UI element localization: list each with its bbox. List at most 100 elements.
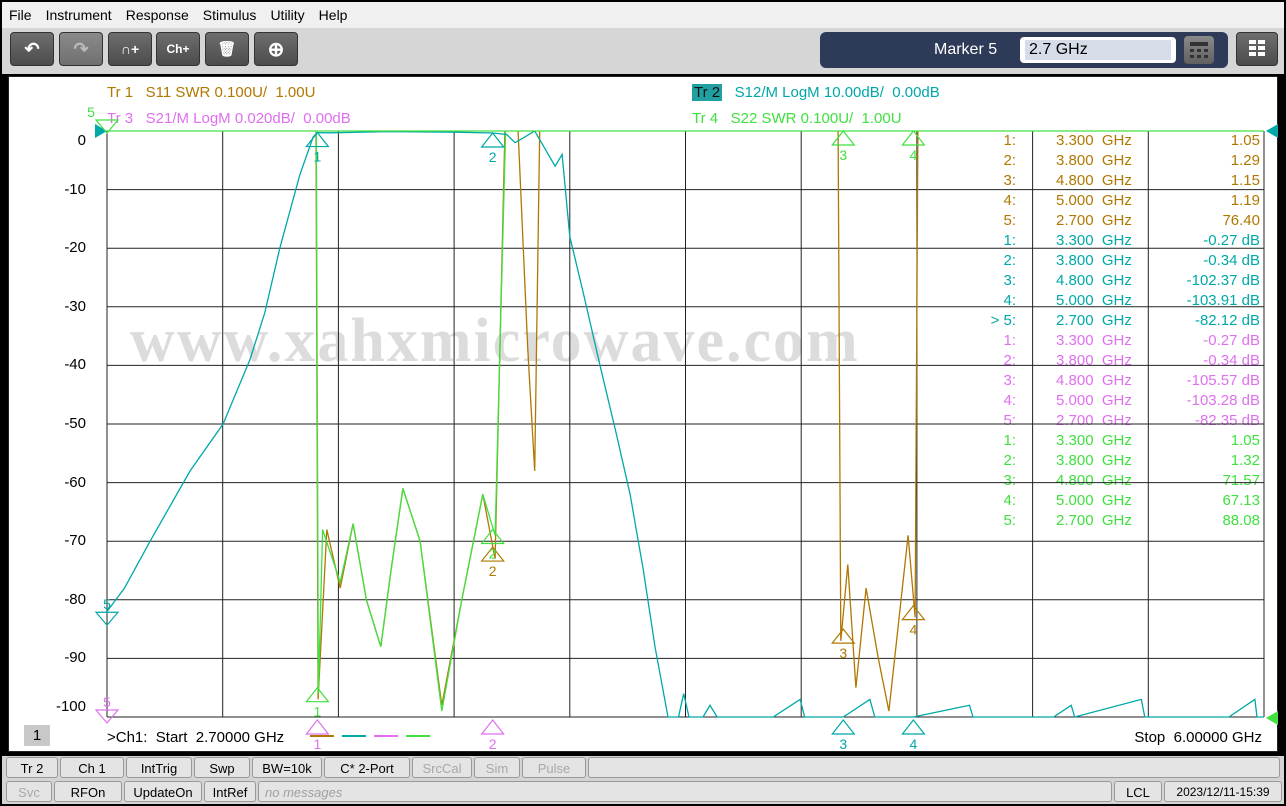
trace-description: S22 SWR 0.100U/ 1.00U xyxy=(730,110,902,127)
marker-tr3-2[interactable]: 2 xyxy=(480,719,505,752)
status-empty xyxy=(588,757,1280,778)
message-area: no messages xyxy=(258,781,1112,802)
marker-tr4-3[interactable]: 3 xyxy=(831,130,856,163)
trace-header-3[interactable]: Tr 3 S21/M LogM 0.020dB/ 0.00dB xyxy=(107,110,351,127)
marker-triangle-icon xyxy=(831,130,856,146)
marker-readout-index: > 5: xyxy=(990,312,1016,329)
marker-tr2-2[interactable]: 2 xyxy=(480,132,505,165)
stop-frequency[interactable]: Stop 6.00000 GHz xyxy=(1134,729,1262,746)
marker-tr1-3[interactable]: 3 xyxy=(831,628,856,661)
softkey-menu-button[interactable] xyxy=(1236,32,1278,66)
marker-triangle-icon xyxy=(480,719,505,735)
status-inttrig[interactable]: IntTrig xyxy=(126,757,192,778)
marker-tr4-5[interactable]: 5 xyxy=(87,104,120,134)
marker-tr2-5[interactable]: 5 xyxy=(94,596,120,627)
marker-readout-value: -0.34 dB xyxy=(1203,252,1260,269)
marker-tr3-5[interactable]: 5 xyxy=(94,694,120,724)
marker-readout-value: -0.27 dB xyxy=(1203,332,1260,349)
marker-tr2-4[interactable]: 4 xyxy=(901,719,926,752)
marker-readout-frequency: 3.800 GHz xyxy=(1056,252,1132,269)
marker-number: 2 xyxy=(489,149,497,165)
reference-arrow-icon[interactable] xyxy=(1266,711,1278,725)
status-srccal[interactable]: SrcCal xyxy=(412,757,472,778)
marker-readout-value: 71.57 xyxy=(1222,472,1260,489)
marker-readout-frequency: 5.000 GHz xyxy=(1056,292,1132,309)
marker-number: 5 xyxy=(103,596,111,612)
reference-arrow-icon[interactable] xyxy=(95,124,107,138)
add-channel-icon: Ch+ xyxy=(166,42,190,56)
marker-triangle-icon xyxy=(94,709,120,724)
marker-readout-frequency: 5.000 GHz xyxy=(1056,392,1132,409)
y-tick-label: -80 xyxy=(64,590,86,608)
marker-readout-index: 2: xyxy=(1003,352,1016,369)
status-updateon[interactable]: UpdateOn xyxy=(124,781,202,802)
trace-header-1[interactable]: Tr 1 S11 SWR 0.100U/ 1.00U xyxy=(107,84,315,101)
undo-button[interactable]: ↶ xyxy=(10,32,54,66)
y-tick-label: -60 xyxy=(64,473,86,491)
marker-readout-index: 2: xyxy=(1003,152,1016,169)
menu-help[interactable]: Help xyxy=(318,7,348,23)
marker-number: 1 xyxy=(313,704,321,720)
status-c-2-port[interactable]: C* 2-Port xyxy=(324,757,410,778)
marker-readout-value: 67.13 xyxy=(1222,492,1260,509)
zoom-button[interactable]: ⊕ xyxy=(254,32,298,66)
status-bw-10k[interactable]: BW=10k xyxy=(252,757,322,778)
reference-arrow-icon[interactable] xyxy=(1266,124,1278,138)
trace-header-4[interactable]: Tr 4 S22 SWR 0.100U/ 1.00U xyxy=(692,110,902,127)
redo-button[interactable]: ↷ xyxy=(59,32,103,66)
marker-number: 4 xyxy=(909,736,917,752)
trace-id: Tr 3 xyxy=(107,110,134,127)
status-rfon[interactable]: RFOn xyxy=(54,781,122,802)
marker-triangle-icon xyxy=(305,131,330,148)
marker-readout-frequency: 5.000 GHz xyxy=(1056,492,1132,509)
delete-button[interactable]: 🗑 xyxy=(205,32,249,66)
marker-number: 3 xyxy=(839,147,847,163)
marker-readout-frequency: 2.700 GHz xyxy=(1056,512,1132,529)
marker-tr4-1[interactable]: 1 xyxy=(305,686,330,720)
start-frequency[interactable]: >Ch1: Start 2.70000 GHz xyxy=(107,729,285,746)
marker-readout-frequency: 5.000 GHz xyxy=(1056,192,1132,209)
marker-tr2-3[interactable]: 3 xyxy=(831,719,856,752)
status-svc[interactable]: Svc xyxy=(6,781,52,802)
trace-line-tr4 xyxy=(315,131,507,712)
trace-id: Tr 1 xyxy=(107,84,134,101)
marker-tr4-2[interactable]: 2 xyxy=(480,528,505,561)
trace-header-2[interactable]: Tr 2 S12/M LogM 10.00dB/ 0.00dB xyxy=(692,84,940,101)
menu-file[interactable]: File xyxy=(9,7,32,23)
marker-tr1-2[interactable]: 2 xyxy=(480,546,505,579)
add-trace-button[interactable]: ∩+ xyxy=(108,32,152,66)
redo-icon: ↷ xyxy=(73,38,89,59)
marker-frequency-value[interactable]: 2.7 GHz xyxy=(1025,40,1171,60)
menu-response[interactable]: Response xyxy=(125,7,189,23)
marker-triangle-icon xyxy=(480,546,505,562)
menu-instrument[interactable]: Instrument xyxy=(45,7,112,23)
marker-tr3-1[interactable]: 1 xyxy=(305,719,330,752)
marker-readout-frequency: 4.800 GHz xyxy=(1056,172,1132,189)
marker-number: 5 xyxy=(87,104,95,120)
status-sim[interactable]: Sim xyxy=(474,757,520,778)
remote-status[interactable]: LCL xyxy=(1114,781,1162,802)
channel-number[interactable]: 1 xyxy=(24,725,50,746)
marker-readout-index: 4: xyxy=(1003,492,1016,509)
status-ch-1[interactable]: Ch 1 xyxy=(60,757,124,778)
menu-utility[interactable]: Utility xyxy=(270,7,305,23)
marker-tr1-4[interactable]: 4 xyxy=(901,604,926,638)
status-intref[interactable]: IntRef xyxy=(204,781,256,802)
calculator-button[interactable] xyxy=(1184,36,1214,64)
marker-readout-frequency: 4.800 GHz xyxy=(1056,372,1132,389)
add-channel-button[interactable]: Ch+ xyxy=(156,32,200,66)
marker-readout-index: 3: xyxy=(1003,372,1016,389)
status-swp[interactable]: Swp xyxy=(194,757,250,778)
status-pulse[interactable]: Pulse xyxy=(522,757,586,778)
marker-readout-value: 1.05 xyxy=(1230,432,1260,449)
status-tr-2[interactable]: Tr 2 xyxy=(6,757,58,778)
marker-readout-index: 4: xyxy=(1003,292,1016,309)
channel-window[interactable] xyxy=(8,76,1278,752)
menu-stimulus[interactable]: Stimulus xyxy=(202,7,257,23)
marker-readout-index: 1: xyxy=(1003,232,1016,249)
marker-tr4-4[interactable]: 4 xyxy=(901,130,926,163)
marker-frequency-input[interactable]: 2.7 GHz xyxy=(1020,37,1176,63)
marker-tr2-1[interactable]: 1 xyxy=(305,131,330,165)
marker-triangle-icon xyxy=(831,628,856,644)
